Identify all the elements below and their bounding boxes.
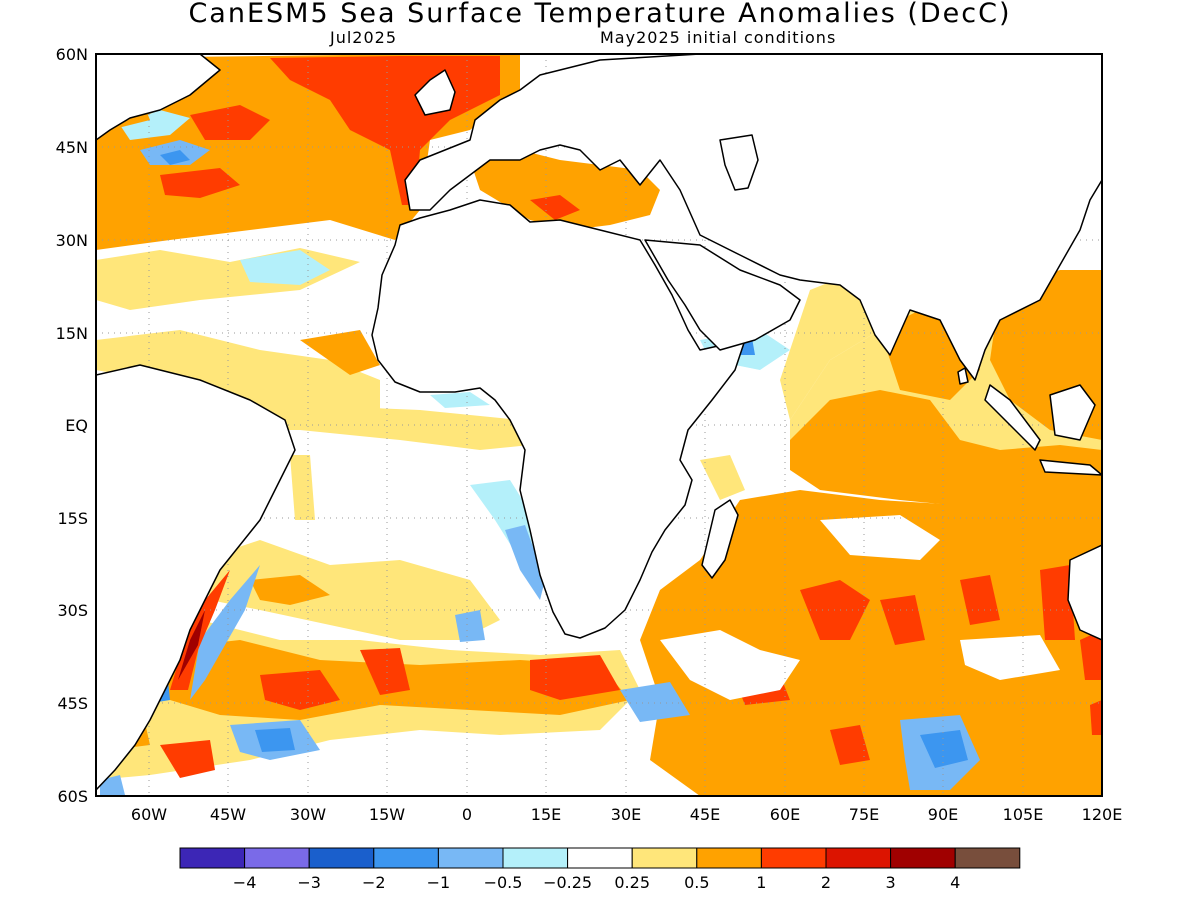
- colorbar-swatch: [437, 847, 504, 869]
- lat-tick-label: 15N: [56, 324, 88, 343]
- madagascar-land: [701, 499, 739, 579]
- arabia-land: [644, 239, 801, 351]
- lon-tick-label: 90E: [928, 805, 958, 824]
- lat-tick-label: 30N: [56, 231, 88, 250]
- africa-land: [371, 199, 746, 639]
- colorbar-tick-label: 3: [886, 873, 896, 892]
- colorbar-swatch: [373, 847, 439, 869]
- initial-conditions-label: May2025 initial conditions: [600, 28, 837, 47]
- colorbar-tick-label: 4: [950, 873, 960, 892]
- longitude-axis: 60W 45W 30W 15W 0 15E 30E 45E 60E 75E 90…: [131, 805, 1122, 824]
- colorbar-swatch: [696, 847, 762, 869]
- colorbar-swatch: [502, 847, 569, 869]
- colorbar-swatch: [631, 847, 698, 869]
- map-frame: [95, 53, 1103, 797]
- java-land: [1039, 459, 1102, 476]
- latitude-axis: 60N 45N 30N 15N EQ 15S 30S 45S 60S: [56, 45, 88, 806]
- colorbar-swatch: [308, 847, 375, 869]
- uk-land: [414, 69, 456, 116]
- colorbar-swatch: [954, 847, 1021, 869]
- colorbar-tick-label: −0.25: [543, 873, 592, 892]
- south-america-land: [96, 364, 296, 791]
- lon-tick-label: 30W: [290, 805, 326, 824]
- coastlines: [96, 54, 1102, 791]
- lon-tick-label: 15E: [531, 805, 561, 824]
- lon-tick-label: 15W: [369, 805, 405, 824]
- caspian-outline: [719, 134, 759, 191]
- lon-tick-label: 120E: [1082, 805, 1123, 824]
- colorbar-swatch: [567, 847, 633, 869]
- lat-tick-label: 60S: [57, 787, 88, 806]
- lat-tick-label: 60N: [56, 45, 88, 64]
- colorbar-swatch: [825, 847, 892, 869]
- colorbar-tick-label: −4: [233, 873, 257, 892]
- lon-tick-label: 45W: [210, 805, 246, 824]
- lat-tick-label: 45S: [57, 694, 88, 713]
- colorbar: −4 −3 −2 −1 −0.5 −0.25 0.25 0.5 1 2 3 4: [179, 847, 1021, 892]
- colorbar-tick-label: 2: [821, 873, 831, 892]
- sumatra-land: [984, 384, 1041, 451]
- lon-tick-label: 45E: [690, 805, 720, 824]
- europe-land: [404, 54, 1102, 381]
- colorbar-tick-label: −2: [362, 873, 386, 892]
- colorbar-swatch: [179, 847, 246, 869]
- lat-tick-label: 30S: [57, 601, 88, 620]
- colorbar-tick-label: 1: [756, 873, 766, 892]
- colorbar-tick-label: 0.25: [614, 873, 650, 892]
- lon-tick-label: 60W: [131, 805, 167, 824]
- lon-tick-label: 30E: [611, 805, 641, 824]
- colorbar-tick-label: −3: [297, 873, 321, 892]
- sri-lanka-land: [957, 367, 969, 385]
- colorbar-swatch: [760, 847, 827, 869]
- lat-tick-label: 45N: [56, 138, 88, 157]
- colorbar-tick-label: −0.5: [484, 873, 523, 892]
- lon-tick-label: 60E: [770, 805, 800, 824]
- borneo-land: [1049, 384, 1096, 441]
- lon-tick-label: 105E: [1003, 805, 1044, 824]
- valid-month-label: Jul2025: [330, 28, 398, 47]
- colorbar-tick-label: −1: [427, 873, 451, 892]
- north-america-land: [96, 54, 221, 141]
- lat-tick-label: EQ: [65, 416, 88, 435]
- colorbar-swatch: [890, 847, 956, 869]
- colorbar-swatch: [244, 847, 310, 869]
- australia-land: [1067, 544, 1102, 641]
- lat-tick-label: 15S: [57, 509, 88, 528]
- lon-tick-label: 75E: [849, 805, 879, 824]
- colorbar-tick-label: 0.5: [684, 873, 709, 892]
- lon-tick-label: 0: [462, 805, 472, 824]
- chart-title: CanESM5 Sea Surface Temperature Anomalie…: [188, 0, 1012, 29]
